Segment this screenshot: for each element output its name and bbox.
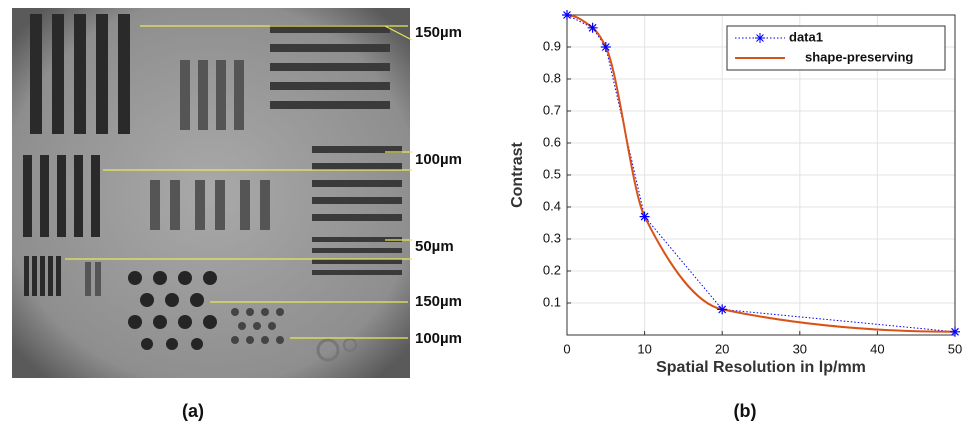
- panel-caption: (a): [182, 401, 204, 421]
- x-tick-label: 10: [637, 341, 651, 356]
- scale-label: 100µm: [415, 330, 462, 347]
- y-tick-label: 0.7: [543, 102, 561, 117]
- data-point: [950, 326, 960, 337]
- y-tick-label: 0.3: [543, 230, 561, 245]
- x-tick-label: 20: [715, 341, 729, 356]
- x-axis-label: Spatial Resolution in lp/mm: [656, 359, 866, 376]
- y-tick-label: 0.6: [543, 134, 561, 149]
- scale-label: 50µm: [415, 238, 454, 255]
- axes-box: [566, 14, 956, 336]
- scale-label: 100µm: [415, 151, 462, 168]
- y-tick-label: 0.4: [543, 198, 561, 213]
- y-tick-label: 0.5: [543, 166, 561, 181]
- data-point: [600, 42, 611, 52]
- y-tick-label: 0.1: [543, 294, 561, 309]
- series-line: [566, 14, 956, 333]
- scale-label: 150µm: [415, 293, 462, 310]
- legend: data1 shape-preserving: [726, 25, 946, 71]
- legend-label: data1: [789, 29, 823, 44]
- panel-a-image: [12, 8, 413, 378]
- y-tick-label: 0.9: [543, 38, 561, 53]
- panel-caption: (b): [734, 401, 757, 421]
- data-point: [639, 211, 650, 222]
- y-axis-label: Contrast: [509, 141, 526, 207]
- data-point: [717, 304, 728, 315]
- y-tick-label: 0.2: [543, 262, 561, 277]
- legend-label: shape-preserving: [805, 49, 913, 64]
- x-tick-label: 50: [948, 341, 962, 356]
- y-tick-label: 0.8: [543, 70, 561, 85]
- legend-box: [726, 25, 946, 71]
- data-point: [587, 22, 598, 33]
- data-point: [562, 10, 572, 20]
- x-tick-label: 0: [563, 341, 570, 356]
- x-tick-label: 40: [870, 341, 884, 356]
- scale-label: 150µm: [415, 24, 462, 41]
- legend-marker: [755, 33, 765, 43]
- x-tick-label: 30: [793, 341, 807, 356]
